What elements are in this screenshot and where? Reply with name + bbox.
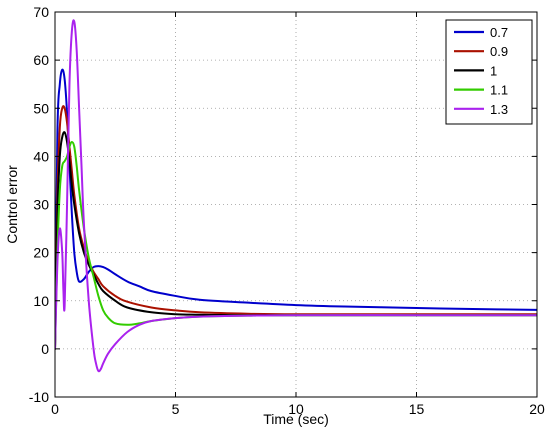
y-tick-label: 60: [33, 52, 49, 68]
legend-box: [445, 19, 533, 125]
y-tick-label: 40: [33, 148, 49, 164]
series-lines: [55, 19, 537, 373]
y-tick-label: 20: [33, 245, 49, 261]
x-tick-label: 0: [51, 401, 59, 417]
grid-lines: [55, 12, 537, 397]
legend-label: 0.9: [490, 44, 508, 59]
legend-label: 1.3: [490, 102, 508, 117]
x-tick-label: 5: [172, 401, 180, 417]
x-tick-label: 20: [529, 401, 545, 417]
legend: 0.7 0.9 1 1.1 1.3: [445, 19, 533, 125]
legend-label: 1.1: [490, 83, 508, 98]
y-tick-label: 50: [33, 100, 49, 116]
x-tick-label: 15: [409, 401, 425, 417]
x-tick-label: 10: [288, 401, 304, 417]
x-axis-label: Time (sec): [263, 411, 329, 427]
y-tick-label: 70: [33, 4, 49, 20]
y-tick-label: -10: [29, 389, 49, 405]
series-line-4: [55, 19, 537, 373]
legend-label: 0.7: [490, 25, 508, 40]
y-axis-label: Control error: [4, 165, 20, 244]
y-tick-label: 10: [33, 293, 49, 309]
series-line-0: [55, 68, 537, 350]
y-tick-label: 0: [41, 341, 49, 357]
y-tick-label: 30: [33, 197, 49, 213]
legend-label: 1: [490, 63, 497, 78]
